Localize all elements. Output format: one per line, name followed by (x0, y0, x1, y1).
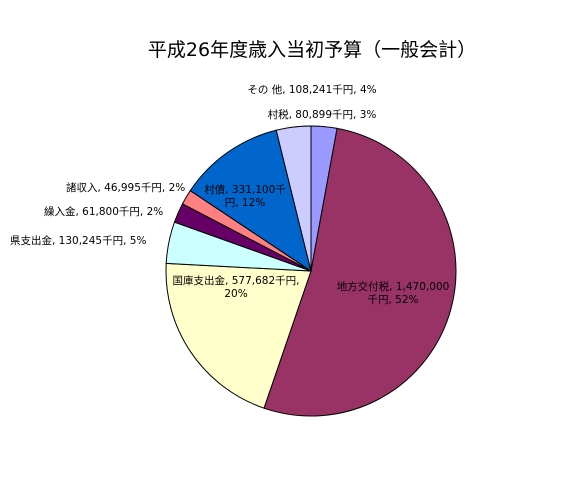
pie-slice-7 (189, 129, 312, 273)
slice-label-1-line-1: 村税, 80,899千円, 3% (268, 108, 377, 121)
slice-label-4-line-1: 県支出金, 130,245千円, 5% (10, 234, 146, 247)
slice-label-8-line-1: その 他, 108,241千円, 4% (247, 83, 376, 96)
chart-title: 平成26年度歳入当初予算（一般会計） (148, 39, 476, 61)
slice-label-7-line-1: 村債, 331,100千 (204, 183, 286, 196)
slice-label-3-line-2: 20% (224, 288, 247, 300)
slice-label-5-line-1: 繰入金, 61,800千円, 2% (44, 205, 163, 218)
pie-slice-8 (275, 125, 312, 272)
slice-label-3-line-1: 国庫支出金, 577,682千円, (173, 274, 300, 287)
slice-label-7-line-2: 円, 12% (225, 197, 266, 209)
slice-label-2-line-1: 地方交付税, 1,470,000 (337, 280, 450, 293)
pie-slice-3 (165, 262, 312, 409)
pie-slice-2 (263, 127, 457, 417)
slice-label-2-line-2: 千円, 52% (367, 294, 418, 306)
slice-label-6-line-1: 諸収入, 46,995千円, 2% (66, 181, 185, 194)
